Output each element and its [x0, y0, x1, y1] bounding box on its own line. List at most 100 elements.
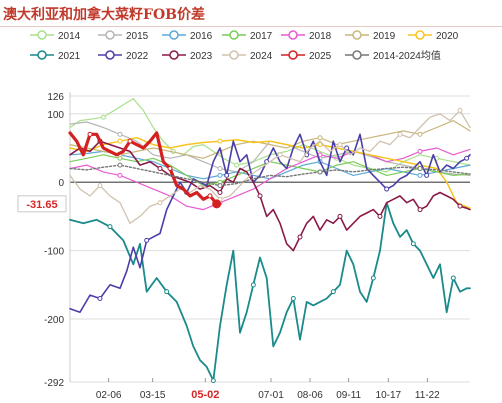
series-point-2015	[117, 131, 123, 137]
series-point-2024	[157, 200, 163, 206]
series-point-2016	[417, 172, 423, 178]
legend-label-2024: 2024	[250, 51, 273, 62]
legend-label-2019: 2019	[373, 31, 396, 42]
series-point-2018	[117, 172, 123, 178]
series-point-2020	[217, 138, 223, 144]
series-point-2022	[224, 172, 230, 178]
series-line-2021	[69, 201, 471, 382]
legend-swatch-marker-2014-2024均值	[352, 50, 362, 60]
series-point-2025	[207, 193, 213, 199]
current-value-box	[17, 195, 67, 213]
legend-swatch-marker-2018	[288, 30, 298, 40]
series-point-2019	[417, 131, 423, 137]
series-point-2014	[100, 114, 106, 120]
chart-title: 澳大利亚和加拿大菜籽FOB价差	[3, 7, 205, 23]
y-tick-label: 0	[58, 178, 64, 189]
x-tick-label: 08-06	[297, 390, 323, 401]
current-value-label: -31.65	[26, 199, 57, 211]
series-point-2023	[217, 189, 223, 195]
legend-swatch-marker-2021	[37, 50, 47, 60]
series-point-2022	[344, 145, 350, 151]
series-point-2016	[217, 172, 223, 178]
series-line-2019	[69, 120, 471, 159]
series-point-2024	[277, 152, 283, 158]
legend-label-2023: 2023	[190, 51, 213, 62]
y-tick-label: 100	[47, 110, 64, 121]
series-point-2014-2024均值	[117, 162, 123, 168]
series-point-2021	[450, 275, 456, 281]
series-line-2023	[69, 140, 471, 252]
legend-swatch-marker-2020	[415, 30, 425, 40]
legend-swatch-marker-2025	[288, 50, 298, 60]
series-point-2021	[250, 282, 256, 288]
series-line-2025	[68, 131, 219, 206]
series-point-2014-2024均值	[217, 183, 223, 189]
title-divider	[0, 26, 502, 27]
series-point-2014-2024均值	[317, 169, 323, 175]
legend-label-2022: 2022	[126, 51, 149, 62]
legend-swatch-marker-2022	[105, 50, 115, 60]
legend-label-2020: 2020	[436, 31, 459, 42]
series-line-2024	[69, 109, 471, 224]
legend-swatch-marker-2023	[169, 50, 179, 60]
legend-swatch-marker-2019	[352, 30, 362, 40]
series-point-2024	[97, 183, 103, 189]
series-point-2021	[164, 289, 170, 295]
legend-swatch-marker-2016	[169, 30, 179, 40]
series-point-2014-2024均值	[417, 166, 423, 172]
x-tick-label: 02-06	[96, 390, 122, 401]
x-tick-label: 07-01	[258, 390, 284, 401]
series-point-2021	[290, 296, 296, 302]
legend-swatch-marker-2015	[105, 30, 115, 40]
series-point-2022	[464, 155, 470, 161]
legend-swatch-marker-2014	[37, 30, 47, 40]
x-tick-label: 09-11	[336, 390, 361, 401]
series-point-2014	[234, 162, 240, 168]
x-tick-label: 10-17	[376, 390, 402, 401]
series-point-2025	[167, 166, 173, 172]
series-point-2024	[397, 131, 403, 137]
y-tick-label: -100	[44, 247, 64, 258]
series-line-2014-2024均值	[69, 164, 471, 187]
series-point-2023	[297, 234, 303, 240]
legend-swatch-marker-2017	[229, 30, 239, 40]
legend-label-2017: 2017	[250, 31, 273, 42]
legend-label-2021: 2021	[58, 51, 81, 62]
series-point-2024	[457, 107, 463, 113]
series-point-2023	[257, 193, 263, 199]
x-tick-label: 03-15	[140, 390, 166, 401]
series-point-2025	[127, 138, 133, 144]
series-point-2020	[117, 138, 123, 144]
series-line-2018	[69, 147, 471, 211]
series-point-2023	[457, 203, 463, 209]
legend-label-2018: 2018	[309, 31, 332, 42]
legend-label-2014-2024均值: 2014-2024均值	[373, 49, 441, 62]
series-point-2025	[87, 131, 93, 137]
y-tick-label: -200	[44, 315, 64, 326]
series-point-2021	[330, 289, 336, 295]
series-point-2021	[107, 224, 113, 230]
series-point-2021	[370, 275, 376, 281]
legend-label-2014: 2014	[58, 31, 81, 42]
x-tick-label: 05-02	[191, 389, 219, 401]
legend-label-2025: 2025	[309, 51, 332, 62]
series-point-2022	[424, 172, 430, 178]
legend-label-2016: 2016	[190, 31, 213, 42]
series-point-2023	[377, 213, 383, 219]
series-point-2022	[384, 186, 390, 192]
series-point-2018	[417, 148, 423, 154]
x-tick-label: 11-22	[415, 390, 440, 401]
legend-swatch-marker-2024	[229, 50, 239, 60]
y-tick-label: -292	[44, 378, 64, 389]
current-value-marker	[212, 199, 222, 209]
series-point-2015	[217, 166, 223, 172]
series-point-2023	[417, 207, 423, 213]
series-point-2019	[317, 135, 323, 141]
series-line-2022	[69, 133, 471, 313]
series-point-2023	[337, 213, 343, 219]
series-point-2023	[157, 166, 163, 172]
y-tick-label: 126	[47, 92, 64, 103]
series-point-2021	[210, 378, 216, 384]
